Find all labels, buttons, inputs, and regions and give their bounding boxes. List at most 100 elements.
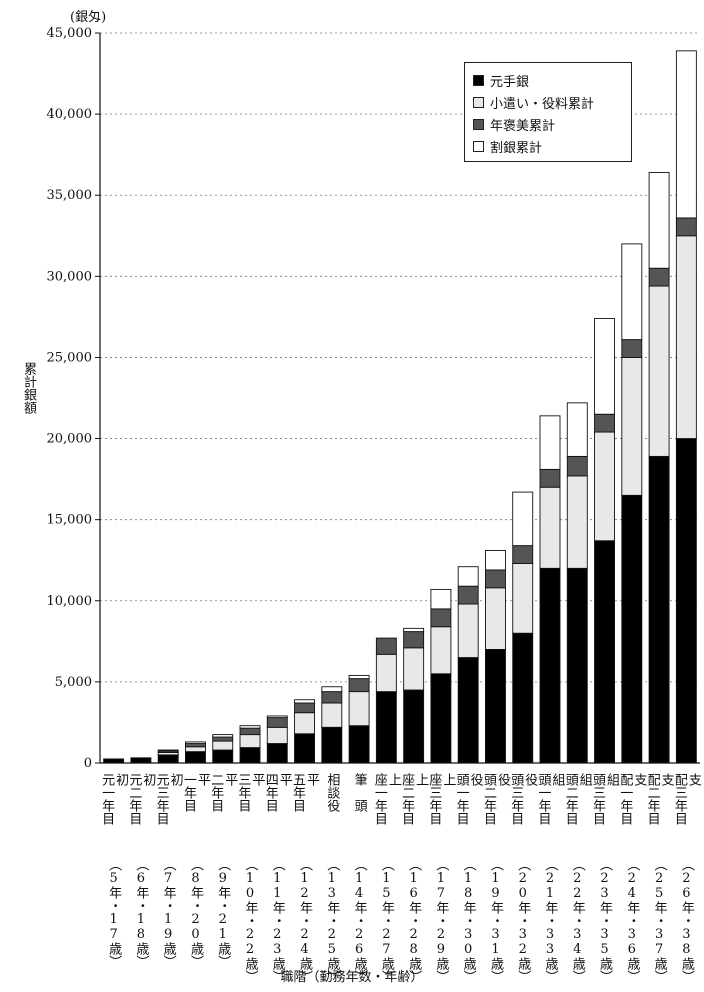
category-label: 支配一年目 xyxy=(617,773,646,853)
bar-segment xyxy=(621,356,643,496)
bracket-mark: ︶ xyxy=(378,970,394,983)
bar-segment xyxy=(485,587,506,650)
bracket-mark: ︵ xyxy=(487,858,503,871)
bracket-mark: ︵ xyxy=(351,858,367,871)
category-sub-label: ︵ 12年・ 24歳 ︶ xyxy=(292,858,318,983)
bar-segment xyxy=(348,725,370,764)
bar-segment xyxy=(266,743,288,764)
bracket-mark: ︶ xyxy=(215,955,231,968)
category-label-text: 平 xyxy=(304,773,320,786)
age-label: 33歳 xyxy=(542,927,558,970)
category-sub-label: ︵ 21年・ 33歳 ︶ xyxy=(537,858,563,983)
bracket-mark: ︵ xyxy=(324,858,340,871)
years-label: 10年 xyxy=(242,871,258,914)
bar-segment xyxy=(485,648,506,764)
category-label: 筆 頭 xyxy=(346,773,372,853)
bracket-mark: ︶ xyxy=(678,970,694,983)
category-label: 組頭一年目 xyxy=(536,773,565,853)
category-label: 上座一年目 xyxy=(372,773,401,853)
bar-segment xyxy=(457,566,479,587)
bar-segment xyxy=(294,702,315,714)
category-label: 支配二年目 xyxy=(645,773,674,853)
legend-item: 小遣い・役料累計 xyxy=(473,91,631,113)
bar-segment xyxy=(294,733,315,764)
category-label-text: 支 xyxy=(685,773,701,786)
age-label: 19歳 xyxy=(160,912,176,955)
years-label: 17年 xyxy=(433,871,449,914)
y-tick-label: 10,000 xyxy=(47,594,93,609)
bracket-mark: ︶ xyxy=(597,970,613,983)
bar-segment xyxy=(512,545,534,564)
bar-segment xyxy=(675,217,697,237)
bracket-mark: ︶ xyxy=(515,970,531,983)
bar-segment xyxy=(212,736,234,742)
bar-segment xyxy=(212,740,234,751)
y-axis-label: 累計銀額 xyxy=(21,362,36,414)
years-label: 6年 xyxy=(133,871,149,899)
years-label: 24年 xyxy=(624,871,640,914)
category-sub-label: ︵ 8年・ 20歳 ︶ xyxy=(182,858,208,978)
years-label: 5年 xyxy=(106,871,122,899)
y-unit-label: (銀匁) xyxy=(70,10,107,25)
age-label: 25歳 xyxy=(324,927,340,970)
legend-label: 年褒美累計 xyxy=(490,118,556,134)
category-label-text: 頭三年目 xyxy=(508,773,524,825)
bracket-mark: ︵ xyxy=(651,858,667,871)
bar-segment xyxy=(321,702,343,728)
y-tick-label: 0 xyxy=(84,756,92,771)
y-tick-label: 30,000 xyxy=(47,269,93,284)
bar-segment xyxy=(539,486,561,569)
age-label: 27歳 xyxy=(378,927,394,970)
bracket-mark: ︶ xyxy=(351,970,367,983)
category-sub-label: ︵ 10年・ 22歳 ︶ xyxy=(237,858,263,983)
bracket-mark: ・ xyxy=(542,914,558,927)
bar-segment xyxy=(566,567,588,764)
bar-segment xyxy=(566,402,588,457)
category-label-text: 平 xyxy=(194,773,210,786)
x-axis-label: 職階（勤務年数・年齢） xyxy=(280,970,424,985)
bar-segment xyxy=(103,758,125,764)
bar-segment xyxy=(675,50,697,219)
legend-label: 元手銀 xyxy=(490,74,530,90)
bar-segment xyxy=(239,727,261,736)
bar-segment xyxy=(594,540,615,764)
axes xyxy=(95,32,700,764)
years-label: 18年 xyxy=(460,871,476,914)
bracket-mark: ・ xyxy=(515,914,531,927)
category-label: 初元三年目 xyxy=(154,773,183,853)
category-label-text: 一年目 xyxy=(180,773,196,812)
bracket-mark: ︶ xyxy=(624,970,640,983)
bracket-mark: ︶ xyxy=(487,970,503,983)
category-label-text: 上 xyxy=(440,773,456,786)
bar-segment xyxy=(594,413,615,433)
bracket-mark: ・ xyxy=(160,899,176,912)
category-label-text: 初 xyxy=(140,773,156,786)
bar-segment xyxy=(266,726,288,744)
years-label: 19年 xyxy=(487,871,503,914)
bar-segment xyxy=(403,627,425,633)
age-label: 29歳 xyxy=(433,927,449,970)
bar-segment xyxy=(403,647,425,691)
bar-segment xyxy=(348,691,370,727)
category-label-text: 平 xyxy=(222,773,238,786)
bracket-mark: ・ xyxy=(460,914,476,927)
bar-segment xyxy=(675,235,697,440)
bracket-mark: ︶ xyxy=(433,970,449,983)
bar-segment xyxy=(266,717,288,728)
category-label: 役頭二年目 xyxy=(481,773,510,853)
category-sub-label: ︵ 25年・ 37歳 ︶ xyxy=(646,858,672,983)
category-sub-label: ︵ 17年・ 29歳 ︶ xyxy=(428,858,454,983)
years-label: 25年 xyxy=(651,871,667,914)
bar-segment xyxy=(185,751,206,764)
bar-segment xyxy=(512,632,534,764)
category-label-text: 初 xyxy=(167,773,183,786)
bar-segment xyxy=(348,678,370,693)
category-label-text: 二年目 xyxy=(208,773,224,812)
bracket-mark: ︵ xyxy=(106,858,122,871)
age-label: 23歳 xyxy=(269,927,285,970)
bar-segment xyxy=(539,415,561,470)
bracket-mark: ・ xyxy=(569,914,585,927)
bracket-mark: ・ xyxy=(378,914,394,927)
category-sub-label: ︵ 24年・ 36歳 ︶ xyxy=(619,858,645,983)
bracket-mark: ・ xyxy=(678,914,694,927)
